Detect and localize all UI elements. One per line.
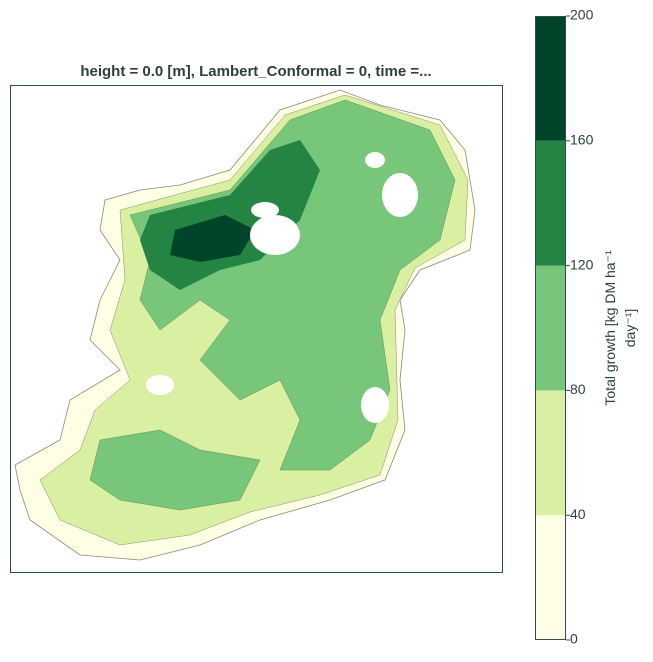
colorbar-label-line: day⁻¹] (622, 309, 638, 348)
colorbar-segment (535, 140, 566, 266)
colorbar-tick-label: 80 (570, 381, 586, 397)
colorbar-label: Total growth [kg DM ha⁻¹ day⁻¹] (602, 250, 638, 406)
gap (146, 375, 174, 395)
colorbar-label-line: Total growth [kg DM ha⁻¹ (602, 250, 618, 406)
colorbar-segment (535, 16, 566, 141)
zone-mid-south (89, 429, 261, 511)
colorbar-tick-label: 120 (570, 256, 594, 272)
gaps (146, 152, 418, 423)
colorbar-tick-label: 200 (570, 7, 594, 23)
colorbar-segment (535, 515, 566, 640)
colorbar: 0 40 80 120 160 200 (535, 7, 594, 647)
gap (251, 202, 279, 218)
gap (361, 387, 389, 423)
zone-top (170, 215, 255, 262)
map-area (10, 85, 503, 573)
zone-mid (129, 99, 456, 471)
gap (250, 215, 300, 255)
colorbar-tick-label: 160 (570, 132, 594, 148)
map-title: height = 0.0 [m], Lambert_Conformal = 0,… (80, 63, 431, 80)
gap (382, 173, 418, 217)
colorbar-segment (535, 265, 566, 391)
colorbar-frame (535, 16, 566, 640)
colorbar-tick-label: 0 (570, 631, 578, 647)
gap (365, 152, 385, 168)
colorbar-tick-label: 40 (570, 506, 586, 522)
colorbar-segment (535, 390, 566, 516)
